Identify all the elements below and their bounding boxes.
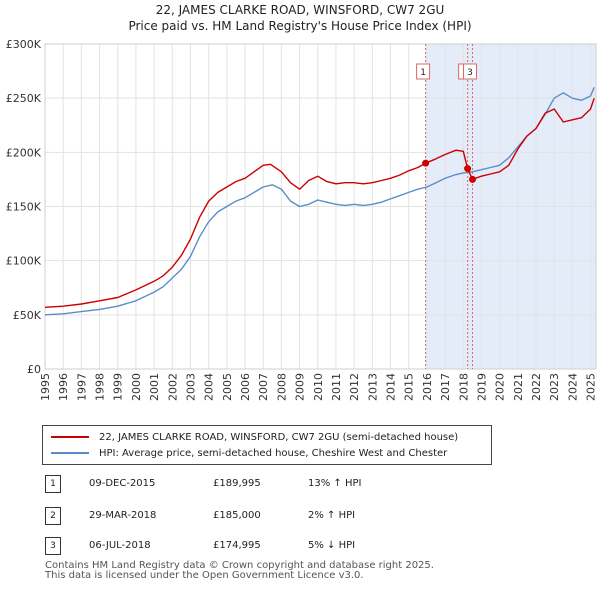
sale-point	[422, 159, 430, 167]
y-tick-label: £200K	[6, 146, 42, 159]
x-tick-label: 2003	[184, 373, 197, 401]
legend-swatch-hpi	[51, 452, 89, 454]
sale-price: £185,000	[213, 510, 261, 521]
property-price-line	[44, 97, 595, 308]
x-tick-label: 2015	[403, 373, 416, 401]
x-tick-label: 2004	[203, 373, 216, 401]
y-tick-label: £150K	[6, 201, 42, 214]
x-tick-label: 2001	[148, 373, 161, 401]
sale-number-badge: 2	[45, 507, 61, 525]
legend-label-hpi: HPI: Average price, semi-detached house,…	[99, 447, 448, 459]
x-tick-label: 2024	[566, 373, 579, 401]
x-tick-label: 2022	[530, 373, 543, 401]
chart-title: 22, JAMES CLARKE ROAD, WINSFORD, CW7 2GU	[155, 3, 445, 17]
x-tick-label: 1998	[94, 373, 107, 401]
legend-item-hpi: HPI: Average price, semi-detached house,…	[51, 445, 447, 461]
footer-copyright: Contains HM Land Registry data © Crown c…	[45, 560, 434, 571]
x-tick-label: 2011	[330, 373, 343, 401]
x-tick-label: 2000	[130, 373, 143, 401]
x-tick-label: 1995	[39, 373, 52, 401]
x-tick-label: 2025	[585, 373, 598, 401]
x-tick-label: 2014	[385, 373, 398, 401]
x-tick-label: 2018	[457, 373, 470, 401]
y-tick-label: £300K	[6, 38, 42, 51]
x-tick-label: 2008	[275, 373, 288, 401]
sale-point	[469, 175, 477, 183]
legend-label-property: 22, JAMES CLARKE ROAD, WINSFORD, CW7 2GU…	[99, 431, 459, 443]
sale-hpi-diff: 5% ↓ HPI	[308, 540, 356, 551]
x-tick-label: 2019	[475, 373, 488, 401]
x-tick-label: 2007	[257, 373, 270, 401]
x-tick-label: 2017	[439, 373, 452, 401]
plot-frame	[44, 43, 597, 370]
chart-subtitle: Price paid vs. HM Land Registry's House …	[128, 19, 472, 33]
sale-row: 3 06-JUL-2018 £174,995 5% ↓ HPI	[45, 537, 445, 555]
y-tick-label: £100K	[6, 255, 42, 268]
y-tick-label: £250K	[6, 92, 42, 105]
legend: 22, JAMES CLARKE ROAD, WINSFORD, CW7 2GU…	[42, 425, 492, 465]
sale-marker-label: 1	[420, 68, 426, 78]
x-tick-label: 1996	[57, 373, 70, 401]
sale-hpi-diff: 13% ↑ HPI	[308, 478, 362, 489]
x-tick-label: 2013	[366, 373, 379, 401]
x-tick-label: 2020	[494, 373, 507, 401]
x-tick-label: 2023	[548, 373, 561, 401]
footer-licence: This data is licensed under the Open Gov…	[45, 570, 364, 581]
x-tick-label: 2009	[294, 373, 307, 401]
x-tick-label: 2012	[348, 373, 361, 401]
legend-item-property: 22, JAMES CLARKE ROAD, WINSFORD, CW7 2GU…	[51, 429, 458, 445]
sale-number-badge: 1	[45, 475, 61, 493]
sale-hpi-diff: 2% ↑ HPI	[308, 510, 356, 521]
x-tick-label: 2010	[312, 373, 325, 401]
sale-date: 09-DEC-2015	[89, 478, 156, 489]
sale-date: 29-MAR-2018	[89, 510, 157, 521]
x-tick-label: 1999	[112, 373, 125, 401]
legend-swatch-property	[51, 436, 89, 438]
price-chart: £0 £50K £100K £150K £200K £250K £300K 1995 1996 1…	[6, 38, 598, 401]
sale-point	[464, 165, 472, 173]
sale-number-badge: 3	[45, 537, 61, 555]
x-tick-label: 2006	[239, 373, 252, 401]
footer: Contains HM Land Registry data © Crown c…	[45, 561, 434, 581]
sale-date: 06-JUL-2018	[89, 540, 151, 551]
sale-marker-label: 3	[467, 68, 473, 78]
y-tick-label: £0	[27, 363, 41, 376]
x-tick-label: 1997	[75, 373, 88, 401]
x-tick-label: 2016	[421, 373, 434, 401]
sale-marker-box	[463, 63, 478, 80]
sale-marker-box	[416, 63, 431, 80]
hpi-line	[44, 87, 595, 316]
sale-price: £174,995	[213, 540, 261, 551]
x-tick-label: 2002	[166, 373, 179, 401]
x-tick-label: 2005	[221, 373, 234, 401]
sale-row: 2 29-MAR-2018 £185,000 2% ↑ HPI	[45, 507, 445, 525]
x-tick-label: 2021	[512, 373, 525, 401]
y-tick-label: £50K	[13, 309, 42, 322]
sale-price: £189,995	[213, 478, 261, 489]
sale-row: 1 09-DEC-2015 £189,995 13% ↑ HPI	[45, 475, 445, 493]
